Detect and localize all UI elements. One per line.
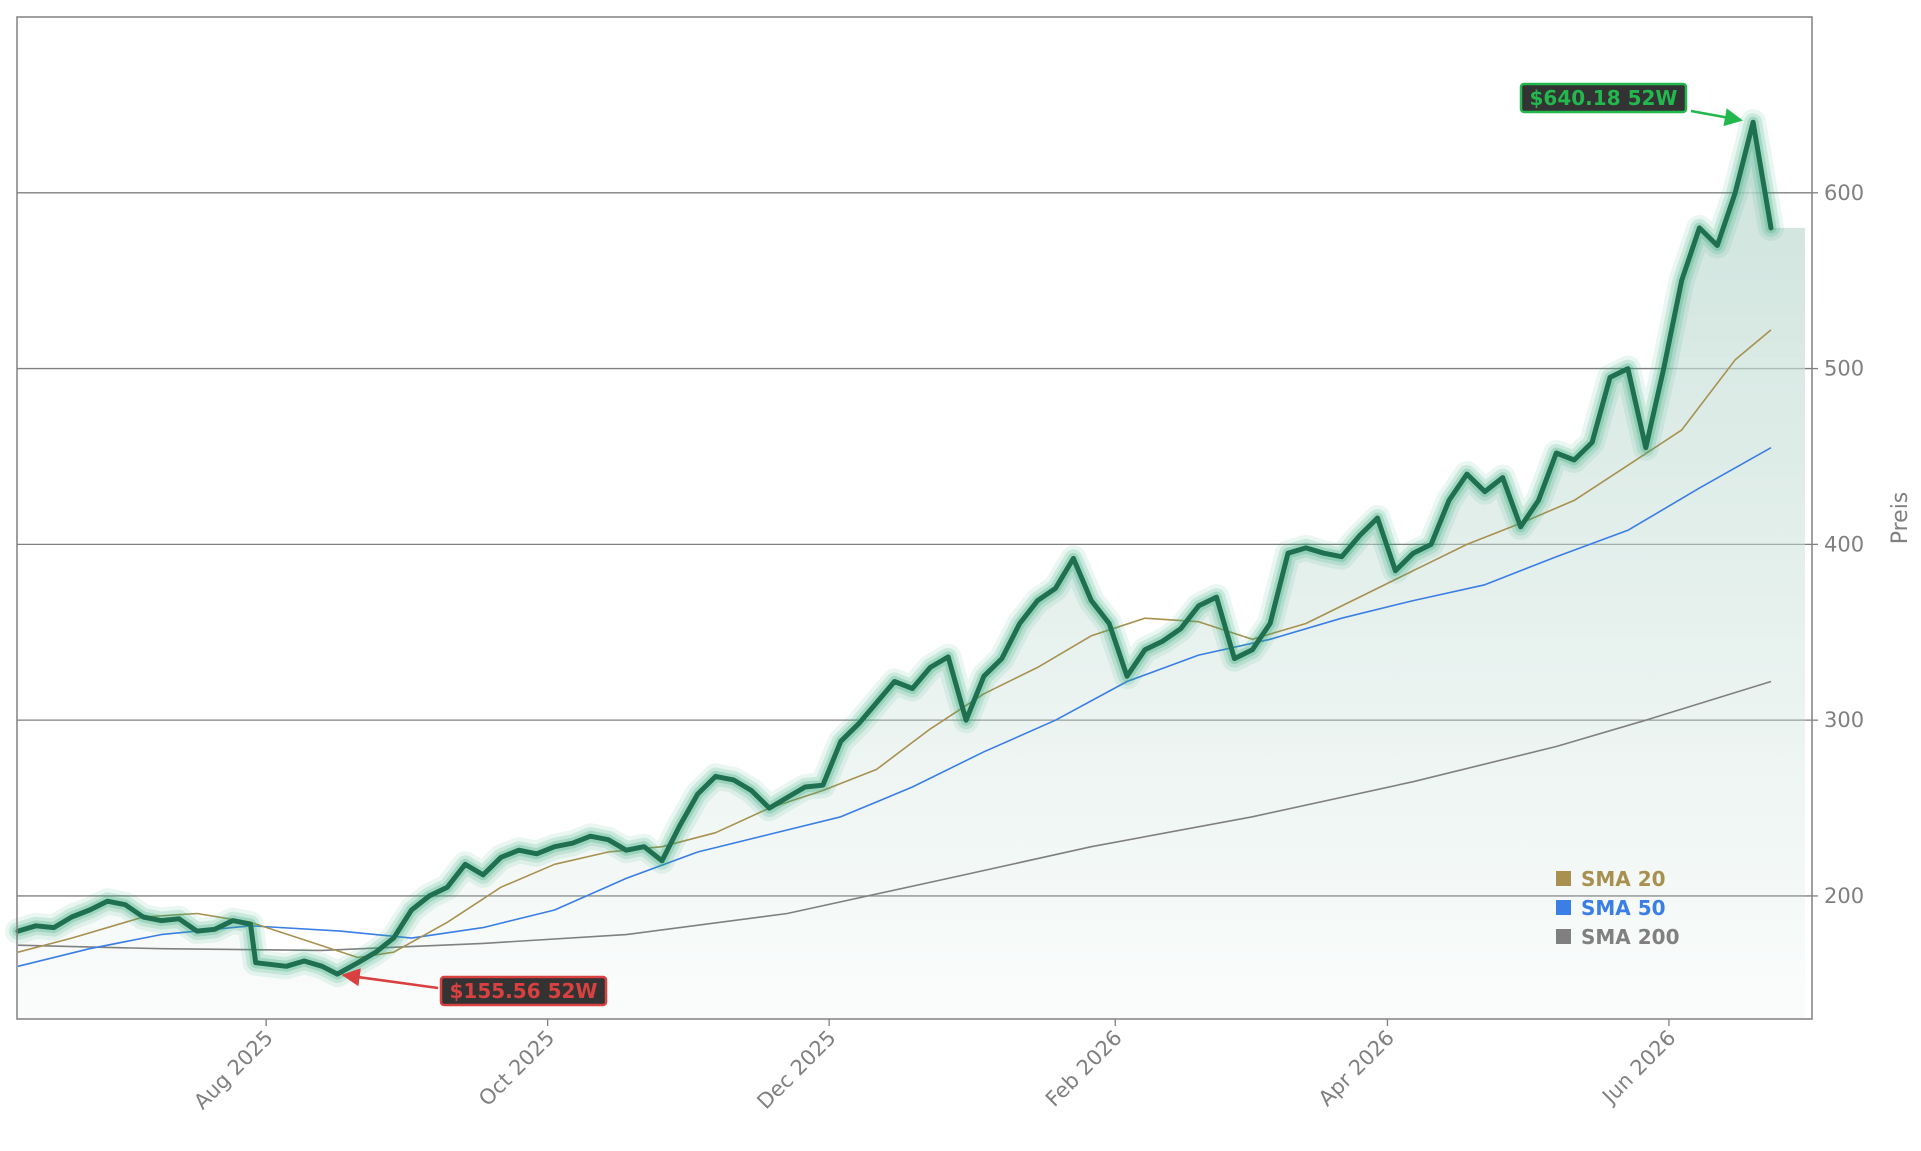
- annotation-label: $155.56 52W: [450, 979, 598, 1003]
- annotation-box: [1519, 82, 1688, 114]
- annotation-label: $640.18 52W: [1530, 86, 1678, 110]
- y-tick-label: 500: [1824, 357, 1864, 381]
- x-tick-label: Feb 2026: [1041, 1026, 1127, 1112]
- plot-frame: [16, 16, 1813, 1020]
- x-tick-label: Dec 2025: [752, 1026, 840, 1114]
- sma20-line: [17, 329, 1772, 959]
- annotations: $640.18 52W $155.56 52W: [341, 82, 1743, 1007]
- legend-swatch: [1556, 929, 1571, 944]
- x-tick-label: Jun 2026: [1596, 1026, 1680, 1110]
- y-tick-label: 200: [1824, 884, 1864, 908]
- y-tick-label: 300: [1824, 708, 1864, 732]
- annotation-arrow: [341, 968, 439, 990]
- legend-item-sma20: SMA 20: [1556, 867, 1666, 891]
- legend-label: SMA 200: [1581, 925, 1680, 949]
- legend-swatch: [1556, 871, 1571, 886]
- x-axis: Aug 2025 Oct 2025 Dec 2025 Feb 2026 Apr 2026…: [189, 1019, 1680, 1114]
- price-area-fill: [18, 122, 1805, 1019]
- annotation-low: $155.56 52W: [341, 968, 608, 1007]
- y-axis-label: Preis: [1888, 492, 1913, 545]
- x-tick-label: Aug 2025: [189, 1026, 277, 1114]
- annotation-box: [439, 975, 608, 1007]
- legend-label: SMA 20: [1581, 867, 1666, 891]
- y-axis: Preis 200 300 400 500 600: [1812, 181, 1913, 908]
- price-area: [18, 122, 1805, 1019]
- annotation-arrow: [1690, 108, 1743, 127]
- annotation-high: $640.18 52W: [1519, 82, 1743, 127]
- legend-item-sma50: SMA 50: [1556, 896, 1666, 920]
- legend-item-sma200: SMA 200: [1556, 925, 1680, 949]
- y-tick-label: 600: [1824, 181, 1864, 205]
- price-line: [15, 119, 1774, 977]
- x-tick-label: Oct 2025: [474, 1026, 559, 1111]
- sma50-line: [17, 447, 1772, 968]
- legend-label: SMA 50: [1581, 896, 1666, 920]
- x-tick-label: Apr 2026: [1314, 1026, 1399, 1111]
- y-tick-label: 400: [1824, 532, 1864, 556]
- legend-swatch: [1556, 900, 1571, 915]
- legend: SMA 20 SMA 50 SMA 200: [1556, 867, 1680, 949]
- price-line-group: [5, 109, 1784, 988]
- moving-average-lines: [17, 329, 1772, 968]
- sma200-line: [17, 680, 1772, 952]
